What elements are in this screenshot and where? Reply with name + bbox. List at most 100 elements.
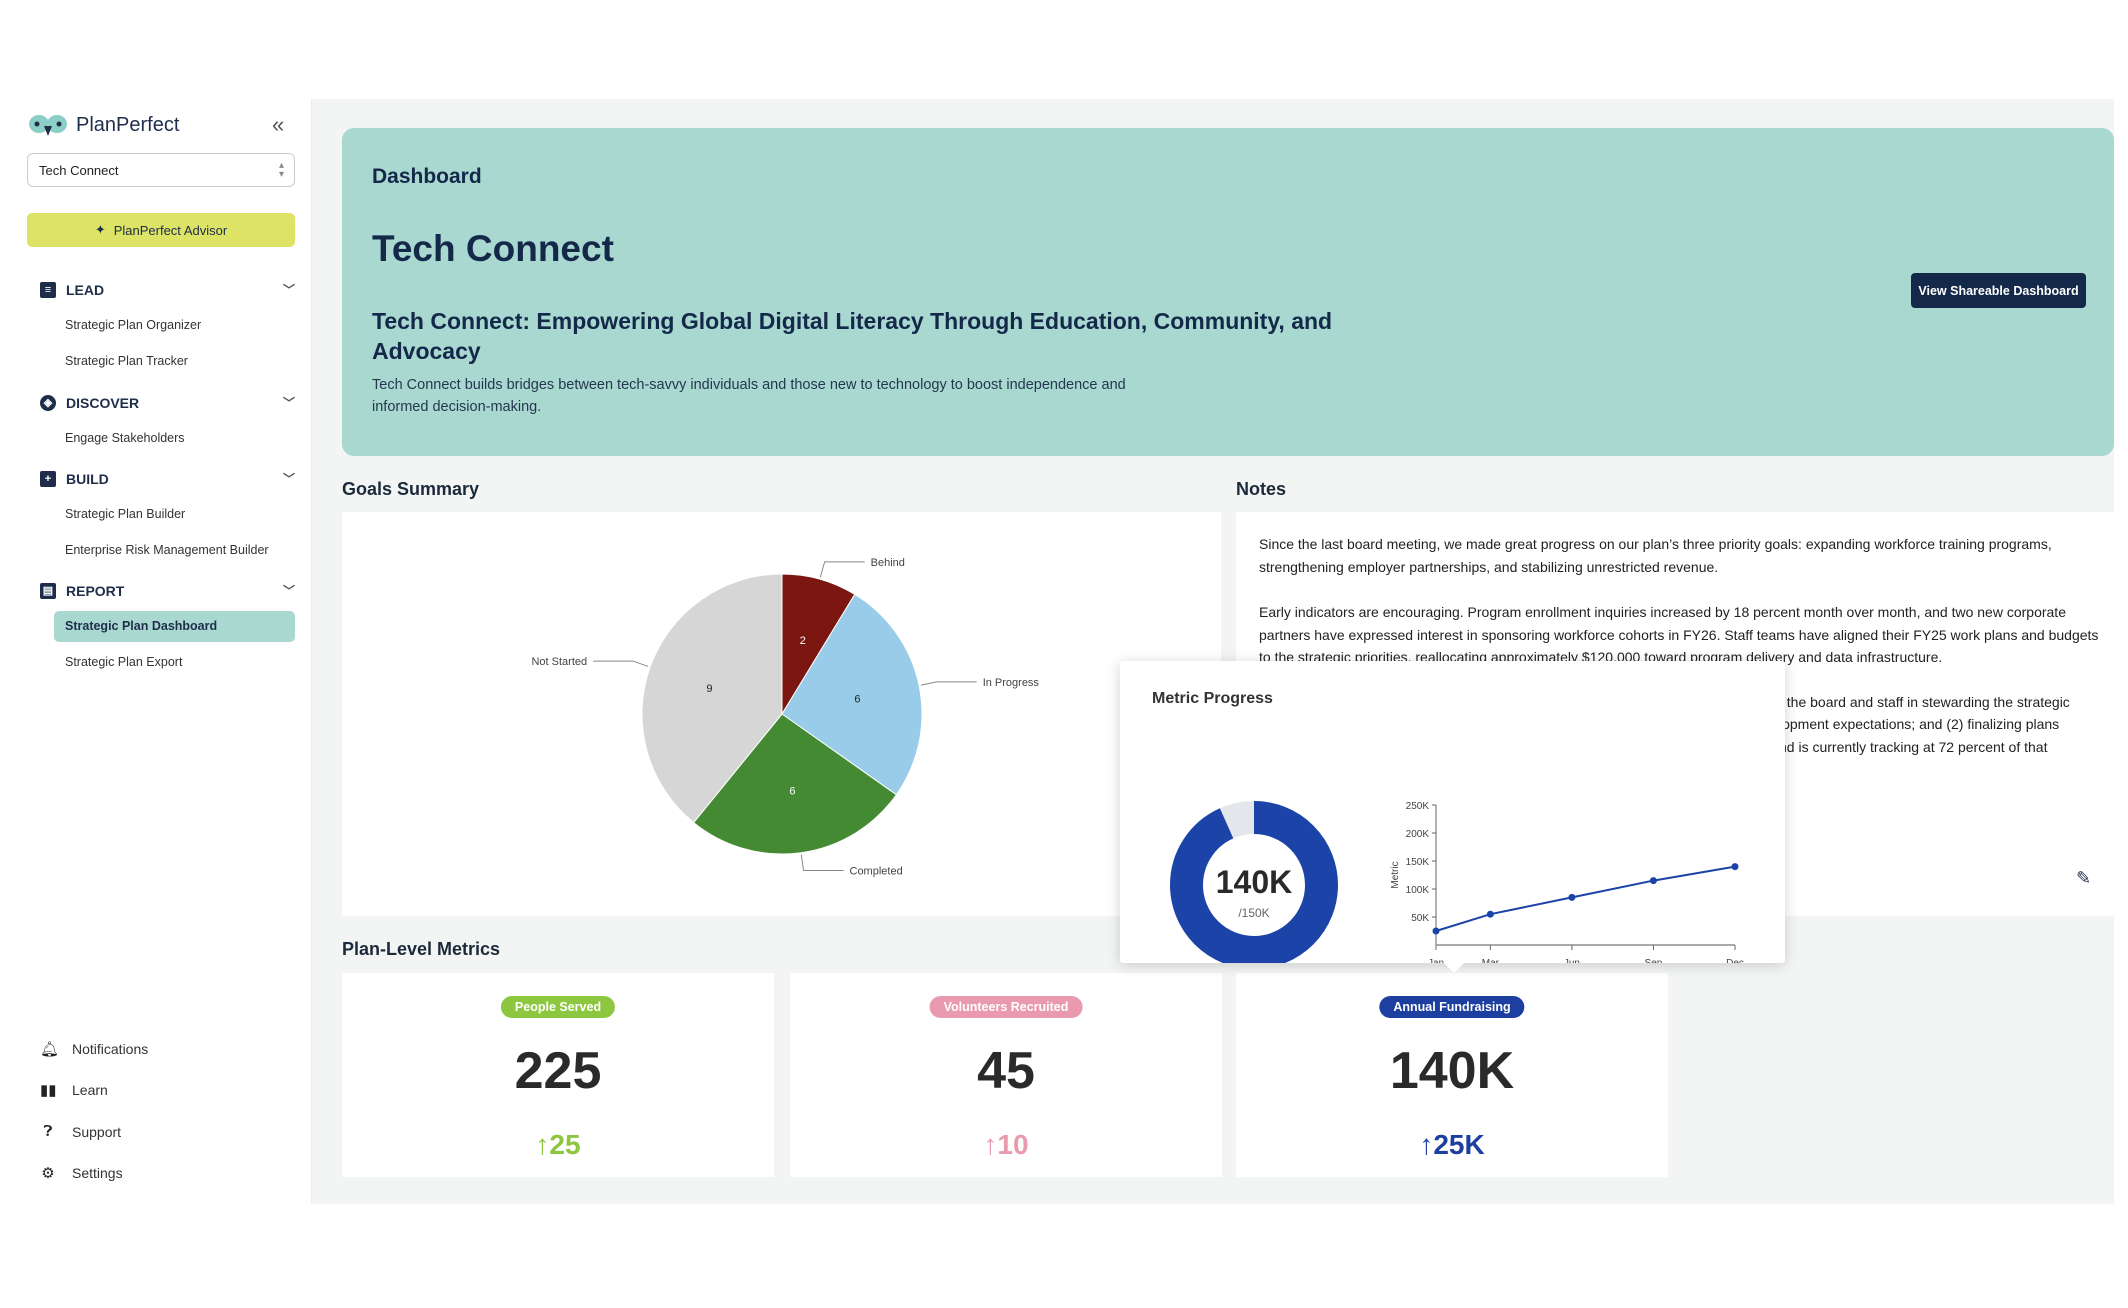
pie-value-label: 6 xyxy=(854,693,860,705)
nav-learn[interactable]: ▮▮ Learn xyxy=(40,1081,108,1099)
notes-paragraph: Since the last board meeting, we made gr… xyxy=(1259,536,2052,575)
pie-slice-completed xyxy=(692,713,898,855)
pie-slice-not-started xyxy=(641,573,783,824)
notes-paragraph-fragment: f the board and staff in stewarding the … xyxy=(1779,694,2070,710)
nav-support[interactable]: ❓︎ Support xyxy=(40,1123,121,1140)
metric-progress-popover: Metric Progress 50K100K150K200K250KJan20… xyxy=(1120,661,1785,973)
chevron-down-icon: ﹀ xyxy=(282,472,295,486)
plan-description: Tech Connect builds bridges between tech… xyxy=(372,377,1126,415)
metric-point xyxy=(1432,927,1440,935)
list-icon: ≡ xyxy=(40,281,56,298)
metric-delta-value: 25K xyxy=(1433,1129,1485,1160)
advisor-label: PlanPerfect Advisor xyxy=(113,222,228,238)
app-name: PlanPerfect xyxy=(76,113,180,136)
arrow-up-icon: ↑ xyxy=(983,1129,998,1160)
metric-value: 225 xyxy=(514,1042,602,1100)
sidebar-item-erm-builder[interactable]: Enterprise Risk Management Builder xyxy=(65,543,269,557)
metric-line xyxy=(1435,865,1736,932)
metric-card-volunteers-recruited[interactable]: Volunteers Recruited 45 ↑10 xyxy=(790,973,1222,1177)
x-tick-label: Dec xyxy=(1726,958,1744,963)
sidebar-item-strategic-plan-export[interactable]: Strategic Plan Export xyxy=(65,655,183,669)
metric-point xyxy=(1568,893,1576,901)
pie-leader-line xyxy=(800,854,844,872)
sidebar-item-engage-stakeholders[interactable]: Engage Stakeholders xyxy=(65,431,185,445)
metric-delta: ↑25K xyxy=(1236,1129,1668,1161)
pie-value-label: 9 xyxy=(706,683,712,695)
metric-delta: ↑10 xyxy=(790,1129,1222,1161)
metric-delta-value: 25 xyxy=(549,1129,581,1160)
metric-point xyxy=(1649,877,1657,885)
sidebar-item-strategic-plan-builder[interactable]: Strategic Plan Builder xyxy=(65,507,186,521)
logo[interactable]: PlanPerfect xyxy=(28,112,179,138)
pie-category-label: Behind xyxy=(871,557,905,569)
sidebar-item-strategic-plan-organizer[interactable]: Strategic Plan Organizer xyxy=(65,318,202,332)
pie-slice-in-progress xyxy=(781,593,923,796)
owl-logo-icon xyxy=(29,115,67,136)
pie-value-label: 6 xyxy=(789,785,795,797)
view-shareable-dashboard-button[interactable]: View Shareable Dashboard xyxy=(1911,273,2086,308)
goals-summary-panel: 2 Behind 6 In Progress 6 Completed 9 Not Starte… xyxy=(342,512,1221,916)
section-discover[interactable]: ◈ DISCOVER ﹀ xyxy=(40,394,295,411)
edit-pencil-icon[interactable]: ✎ xyxy=(2076,868,2092,888)
x-tick-label: Jun xyxy=(1564,958,1580,963)
metric-delta: ↑25 xyxy=(342,1129,774,1161)
y-axis-label: Metric xyxy=(1390,861,1401,888)
pie-category-label: Not Started xyxy=(531,656,587,668)
updown-chevron-icon: ▴ ▾ xyxy=(278,160,284,180)
goals-pie-chart: 2 Behind 6 In Progress 6 Completed 9 Not Starte… xyxy=(531,557,1040,878)
section-lead[interactable]: ≡ LEAD ﹀ xyxy=(40,281,295,298)
document-icon: ▤ xyxy=(40,582,56,599)
hero-banner xyxy=(342,128,2114,456)
sidebar xyxy=(0,99,312,1204)
popover-title: Metric Progress xyxy=(1152,690,1273,707)
metric-delta-value: 10 xyxy=(997,1129,1029,1160)
section-report[interactable]: ▤ REPORT ﹀ xyxy=(40,582,295,599)
notes-paragraph-fragment: lopment expectations; and (2) finalizing… xyxy=(1779,716,2060,732)
y-tick-label: 200K xyxy=(1406,829,1430,840)
organization-select-value: Tech Connect xyxy=(39,163,119,178)
arrow-up-icon: ↑ xyxy=(1419,1129,1434,1160)
sidebar-item-strategic-plan-tracker[interactable]: Strategic Plan Tracker xyxy=(65,354,188,368)
metric-progress-charts: 50K100K150K200K250KJan2025Mar2025Jun2025… xyxy=(1170,801,1744,963)
notes-paragraph: Early indicators are encouraging. Progra… xyxy=(1259,604,2099,665)
metric-badge: Annual Fundraising xyxy=(1379,996,1525,1018)
collapse-sidebar-icon[interactable]: « xyxy=(272,112,285,137)
goals-summary-title: Goals Summary xyxy=(342,479,480,499)
metric-card-people-served[interactable]: People Served 225 ↑25 xyxy=(342,973,774,1177)
chevron-down-icon: ﹀ xyxy=(282,283,295,297)
y-tick-label: 100K xyxy=(1406,885,1430,896)
metric-badge: Volunteers Recruited xyxy=(929,996,1083,1018)
plan-level-metrics-title: Plan-Level Metrics xyxy=(342,939,501,959)
gear-icon: ⚙ xyxy=(41,1165,55,1182)
metric-badge: People Served xyxy=(500,996,616,1018)
y-tick-label: 150K xyxy=(1406,857,1430,868)
arrow-up-icon: ↑ xyxy=(535,1129,550,1160)
pie-category-label: Completed xyxy=(850,866,903,878)
sidebar-item-strategic-plan-dashboard[interactable]: Strategic Plan Dashboard xyxy=(54,611,295,642)
pie-leader-line xyxy=(819,561,865,578)
metric-point xyxy=(1486,910,1494,918)
pie-category-label: In Progress xyxy=(983,677,1040,689)
chevron-down-icon: ﹀ xyxy=(282,396,295,410)
donut-progress-arc xyxy=(1170,801,1338,963)
nav-notifications[interactable]: 🔔︎ Notifications xyxy=(40,1040,148,1058)
book-icon: ▮▮ xyxy=(40,1082,57,1099)
y-tick-label: 50K xyxy=(1411,913,1429,924)
metric-value: 140K xyxy=(1389,1042,1515,1100)
metric-point xyxy=(1731,863,1739,871)
pie-value-label: 2 xyxy=(800,635,806,647)
organization-select[interactable]: Tech Connect ▴ ▾ xyxy=(27,153,295,187)
metric-card-annual-fundraising[interactable]: Annual Fundraising 140K ↑25K xyxy=(1236,973,1668,1177)
nav-label: Learn xyxy=(72,1082,108,1098)
page-title: Tech Connect xyxy=(372,228,614,269)
section-label: LEAD xyxy=(66,281,105,298)
nav-label: Settings xyxy=(72,1165,123,1181)
section-label: REPORT xyxy=(66,582,125,599)
plan-subtitle: Tech Connect: Empowering Global Digital … xyxy=(372,308,1333,364)
nav-settings[interactable]: ⚙ Settings xyxy=(40,1164,123,1182)
advisor-button[interactable]: ✦ PlanPerfect Advisor xyxy=(27,213,295,247)
section-build[interactable]: + BUILD ﹀ xyxy=(40,470,295,487)
chevron-down-icon: ﹀ xyxy=(282,584,295,598)
metric-value: 45 xyxy=(977,1042,1035,1100)
donut-value: 140K xyxy=(1215,864,1293,900)
